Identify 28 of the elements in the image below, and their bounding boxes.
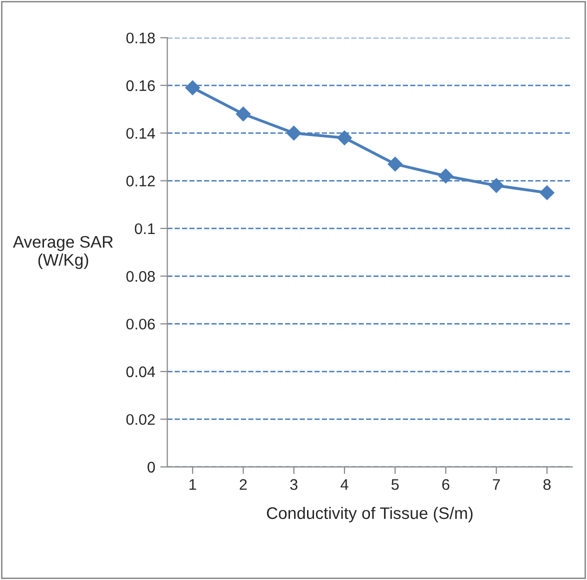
x-tick-label: 7 [492, 479, 500, 490]
point [488, 178, 504, 193]
y-tick-label: 0.04 [126, 366, 156, 378]
x-tick-label: 5 [391, 479, 399, 490]
x-tick-label: 3 [290, 479, 298, 490]
point [286, 126, 302, 140]
point [540, 185, 554, 200]
x-tick-label: 2 [240, 479, 247, 490]
x-tick-label: 4 [340, 479, 348, 490]
point [388, 156, 403, 172]
y-tick-label: 0.02 [126, 414, 155, 425]
y-tick-label: 0 [148, 462, 155, 473]
y-tick-label: 0.18 [126, 32, 155, 44]
y-tick-label: 0.08 [126, 271, 155, 282]
y-tick-label: 0.16 [126, 80, 155, 92]
y-tick-label: 0.1 [134, 223, 155, 234]
point [337, 130, 352, 146]
y-tick-label: 0.12 [126, 176, 155, 186]
y-tick-label: 0.14 [126, 128, 156, 139]
point [438, 168, 454, 184]
point [185, 80, 200, 96]
y-tick-label: 0.06 [126, 318, 155, 330]
x-tick-label: 8 [543, 479, 551, 490]
y-axis-title: Average SAR (W/Kg) [12, 236, 113, 270]
x-axis-title: Conductivity of Tissue (S/m) [266, 506, 473, 522]
point [236, 106, 251, 122]
x-tick-label: 6 [442, 479, 450, 490]
x-tick-label: 1 [190, 479, 196, 490]
